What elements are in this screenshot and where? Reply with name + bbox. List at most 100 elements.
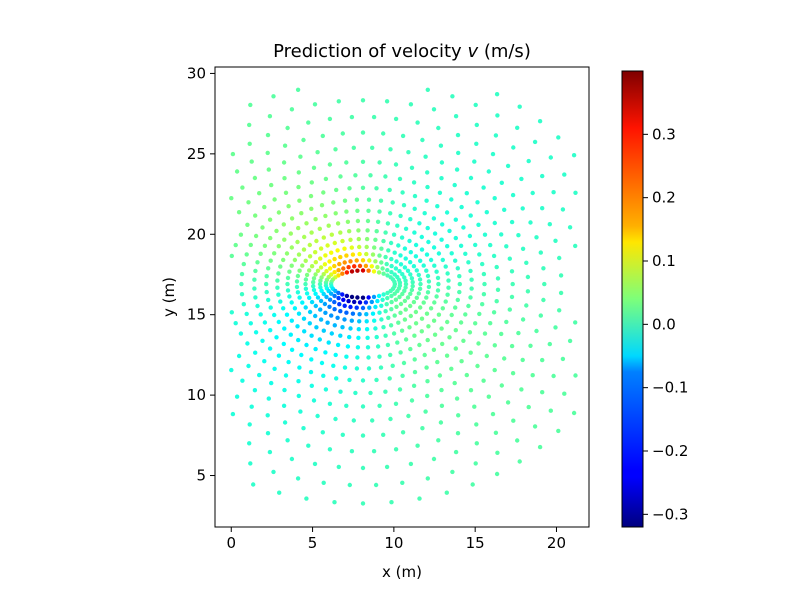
scatter-point — [383, 389, 388, 394]
scatter-point — [318, 285, 323, 290]
scatter-point — [229, 196, 234, 201]
scatter-point — [357, 244, 362, 250]
scatter-point — [445, 319, 450, 325]
scatter-point — [547, 341, 552, 347]
scatter-point — [573, 190, 578, 195]
scatter-point — [488, 242, 493, 248]
scatter-point — [439, 160, 445, 165]
scatter-point — [399, 235, 405, 240]
scatter-point — [520, 246, 526, 251]
scatter-point — [269, 182, 274, 188]
scatter-point — [271, 469, 276, 475]
scatter-point — [370, 145, 375, 150]
scatter-point — [446, 278, 451, 283]
scatter-point — [360, 268, 366, 273]
scatter-point — [467, 330, 473, 335]
scatter-point — [349, 294, 355, 300]
scatter-point — [289, 263, 294, 268]
scatter-point — [321, 373, 326, 378]
scatter-point — [307, 268, 312, 273]
scatter-point — [486, 394, 491, 399]
scatter-point — [329, 313, 334, 318]
scatter-point — [398, 262, 404, 267]
scatter-point — [385, 342, 391, 348]
scatter-point — [370, 252, 376, 257]
scatter-point — [453, 114, 459, 119]
scatter-point — [421, 263, 426, 268]
scatter-point — [345, 219, 351, 224]
scatter-point — [480, 302, 485, 307]
scatter-point — [348, 326, 353, 331]
scatter-point — [286, 204, 291, 209]
scatter-point — [299, 211, 304, 216]
scatter-point — [384, 99, 390, 104]
colorbar-tick-label: −0.3 — [652, 505, 688, 523]
scatter-point — [567, 225, 573, 230]
scatter-point — [408, 346, 413, 352]
scatter-point — [525, 274, 531, 280]
scatter-point — [341, 297, 346, 302]
scatter-point — [365, 218, 371, 224]
scatter-point — [354, 258, 359, 263]
scatter-point — [455, 266, 460, 271]
scatter-point — [425, 273, 431, 279]
scatter-point — [344, 270, 350, 275]
scatter-point — [344, 253, 349, 258]
scatter-point — [412, 206, 417, 211]
scatter-point — [385, 268, 390, 273]
scatter-point — [375, 344, 381, 349]
scatter-point — [446, 285, 451, 290]
scatter-point — [468, 350, 473, 355]
scatter-point — [366, 366, 372, 371]
scatter-point — [239, 271, 245, 277]
scatter-point — [370, 418, 375, 423]
scatter-point — [499, 232, 504, 237]
scatter-point — [262, 320, 268, 325]
scatter-point — [274, 335, 279, 340]
scatter-point — [375, 219, 381, 224]
scatter-point — [402, 246, 408, 251]
scatter-point — [452, 182, 457, 188]
scatter-point — [431, 245, 437, 250]
scatter-point — [449, 197, 454, 202]
scatter-point — [267, 114, 273, 119]
scatter-point — [353, 390, 358, 396]
scatter-point — [349, 269, 355, 274]
scatter-point — [372, 245, 377, 250]
scatter-point — [499, 331, 504, 337]
scatter-point — [260, 225, 265, 230]
scatter-point — [266, 266, 271, 271]
scatter-point — [311, 276, 317, 281]
scatter-point — [400, 430, 406, 435]
scatter-point — [548, 155, 553, 160]
scatter-point — [383, 309, 388, 314]
scatter-point — [537, 444, 543, 450]
scatter-point — [439, 237, 444, 242]
scatter-point — [409, 398, 415, 403]
x-tick-label: 5 — [308, 534, 318, 552]
scatter-point — [556, 135, 561, 140]
scatter-point — [281, 222, 286, 227]
scatter-point — [424, 365, 429, 370]
scatter-point — [557, 308, 562, 313]
scatter-point — [309, 206, 314, 211]
colorbar-gradient — [621, 70, 644, 528]
scatter-point — [360, 258, 366, 263]
scatter-point — [573, 320, 578, 325]
scatter-point — [389, 293, 394, 299]
scatter-point — [277, 490, 282, 495]
scatter-point — [266, 297, 271, 303]
scatter-point — [253, 268, 258, 274]
scatter-point — [249, 159, 254, 164]
scatter-point — [367, 305, 372, 310]
scatter-point — [383, 230, 388, 235]
scatter-point — [473, 461, 478, 466]
scatter-point — [351, 418, 356, 423]
scatter-point — [484, 353, 489, 359]
scatter-point — [413, 309, 419, 315]
scatter-point — [453, 305, 458, 310]
scatter-point — [444, 210, 450, 215]
scatter-point — [324, 294, 329, 300]
scatter-point — [379, 246, 384, 251]
scatter-point — [252, 388, 258, 393]
